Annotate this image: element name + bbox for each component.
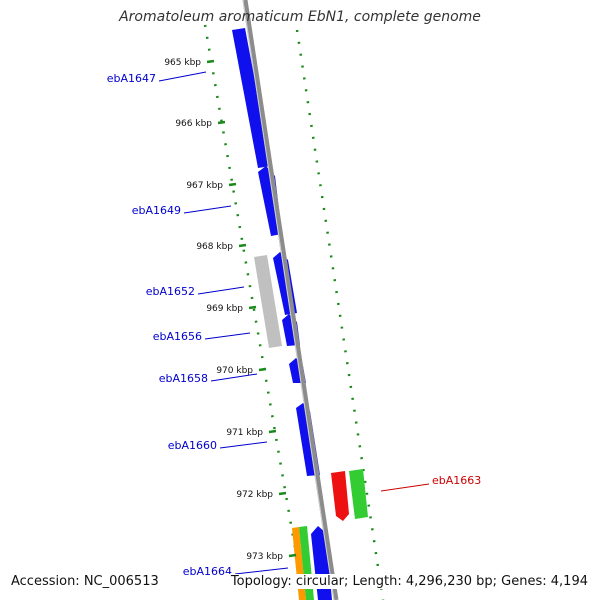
gene-label[interactable]: ebA1647 xyxy=(107,72,156,85)
gene-label[interactable]: ebA1663 xyxy=(432,474,481,487)
gene-label[interactable]: ebA1660 xyxy=(168,439,217,452)
gene-label[interactable]: ebA1656 xyxy=(153,330,202,343)
scale-ticks: 965 kbp 966 kbp 967 kbp 968 kbp 969 kbp 970 k… xyxy=(164,58,297,562)
gene-label-leader xyxy=(183,205,232,214)
scale-tick xyxy=(238,243,247,248)
gene-label[interactable]: ebA1664 xyxy=(183,565,232,578)
inner-scale-ring xyxy=(203,24,306,600)
gene-label-leader xyxy=(197,286,245,295)
scale-tick-label: 972 kbp xyxy=(236,490,273,500)
gene-ebA1663-red[interactable] xyxy=(331,471,349,521)
scale-tick-label: 968 kbp xyxy=(196,242,233,252)
gene-ebA1647[interactable] xyxy=(232,28,271,168)
tick-dots xyxy=(203,24,385,600)
backbone-line xyxy=(242,0,339,600)
gene-label[interactable]: ebA1649 xyxy=(132,204,181,217)
gene-labels: ebA1647 ebA1649 ebA1652 ebA1656 ebA1658 ebA16… xyxy=(107,71,481,578)
scale-tick xyxy=(278,491,287,496)
scale-tick xyxy=(206,59,215,64)
gene-label-leader xyxy=(158,71,207,82)
scale-tick xyxy=(248,305,257,310)
outer-scale-ring xyxy=(295,29,385,600)
scale-tick-label: 969 kbp xyxy=(206,304,243,314)
scale-tick xyxy=(258,367,267,372)
scale-tick xyxy=(288,553,297,558)
backbone xyxy=(242,0,339,600)
genes-track xyxy=(232,28,368,600)
scale-tick xyxy=(217,120,226,125)
map-title: Aromatoleum aromaticum EbN1, complete ge… xyxy=(119,9,481,25)
gene-label-leader xyxy=(234,567,289,575)
backbone-edge xyxy=(242,0,335,600)
gene-ebA1663-green[interactable] xyxy=(349,469,368,519)
genome-summary-text: Topology: circular; Length: 4,296,230 bp… xyxy=(228,574,590,589)
gene-label-leader xyxy=(219,441,268,449)
gene-label-leader xyxy=(380,483,430,492)
scale-tick-label: 973 kbp xyxy=(246,552,283,562)
gene-label[interactable]: ebA1658 xyxy=(159,372,208,385)
scale-tick-label: 967 kbp xyxy=(186,181,223,191)
scale-tick-label: 966 kbp xyxy=(175,119,212,129)
accession-text: Accession: NC_006513 xyxy=(9,574,161,589)
gene-label-leader xyxy=(204,332,251,340)
gene-label[interactable]: ebA1652 xyxy=(146,285,195,298)
gene-ebA1652[interactable] xyxy=(254,255,282,348)
scale-tick-label: 971 kbp xyxy=(226,428,263,438)
scale-tick-label: 970 kbp xyxy=(216,366,253,376)
gene-label-leader xyxy=(210,373,258,382)
scale-tick xyxy=(228,182,237,187)
scale-tick-label: 965 kbp xyxy=(164,58,201,68)
scale-tick xyxy=(268,429,277,434)
